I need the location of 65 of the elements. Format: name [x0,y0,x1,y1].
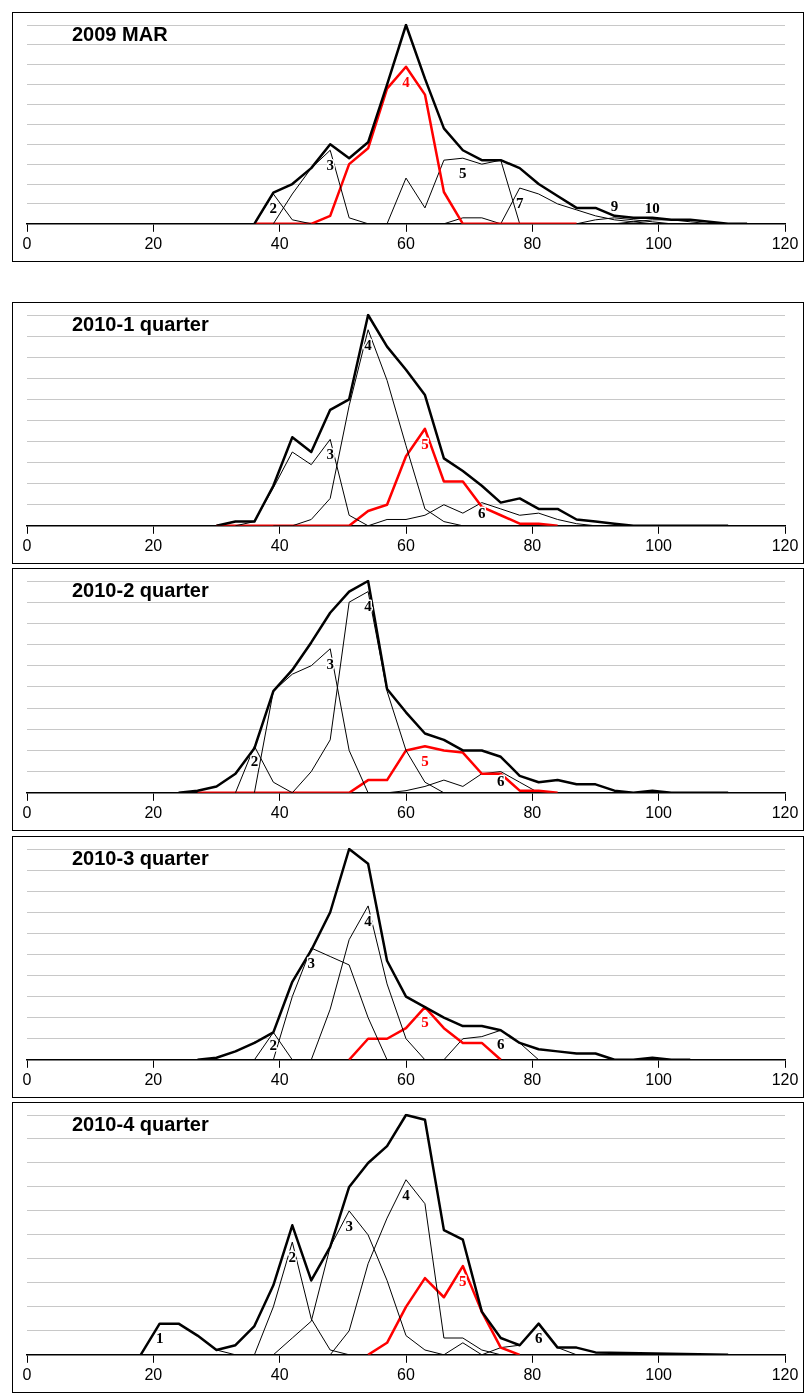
series-label: 4 [364,336,373,353]
series-label: 3 [326,446,334,463]
x-tick-label: 20 [144,1365,163,1383]
x-tick-label: 120 [771,1365,799,1383]
x-tick-label: 40 [270,234,289,252]
x-tick-label: 20 [144,1070,163,1088]
x-tick-label: 40 [270,536,289,554]
x-tick-label: 100 [645,536,673,554]
x-tick-label: 100 [645,234,673,252]
x-tick-label: 40 [270,803,289,821]
series-label: 6 [478,505,487,522]
x-tick-label: 80 [523,234,542,252]
chart-title: 2010-3 quarter [72,846,209,869]
chart-title: 2010-2 quarter [72,578,209,601]
x-tick-label: 0 [22,803,32,821]
x-tick-label: 0 [22,234,32,252]
series-label: 2 [288,1248,297,1265]
chart-title: 2010-4 quarter [72,1112,209,1135]
series-label: 5 [421,753,429,770]
series-label: 9 [610,197,619,214]
series-label: 5 [421,435,429,452]
x-tick-label: 100 [645,1365,673,1383]
series-label: 5 [459,165,467,182]
x-tick-label: 80 [523,1070,542,1088]
series-label: 6 [534,1330,543,1347]
x-tick-label: 0 [22,1365,32,1383]
x-tick-label: 40 [270,1365,289,1383]
chart-title: 2009 MAR [72,22,169,45]
x-tick-label: 60 [397,536,415,554]
x-tick-label: 80 [523,536,542,554]
series-label: 3 [326,157,334,174]
x-tick-label: 0 [22,536,32,554]
series-label: 10 [644,199,660,216]
x-tick-label: 80 [523,803,542,821]
series-label: 6 [497,773,505,790]
series-label: 2 [269,199,278,216]
series-label: 4 [364,912,373,929]
x-tick-label: 120 [771,1070,799,1088]
x-tick-label: 120 [771,536,799,554]
x-tick-label: 120 [771,234,799,252]
series-label: 3 [345,1217,353,1234]
x-tick-label: 120 [771,803,799,821]
x-tick-label: 60 [397,803,415,821]
x-tick-label: 100 [645,1070,673,1088]
chart-title: 2010-1 quarter [72,312,209,335]
x-tick-label: 60 [397,1070,415,1088]
series-label: 4 [402,1186,411,1203]
series-label: 6 [497,1035,505,1052]
x-tick-label: 80 [523,1365,542,1383]
x-tick-label: 20 [144,234,163,252]
series-label: 2 [269,1036,278,1053]
x-tick-label: 60 [397,234,415,252]
series-label: 1 [155,1330,164,1347]
x-tick-label: 60 [397,1365,415,1383]
x-tick-label: 0 [22,1070,32,1088]
series-label: 4 [402,73,411,90]
series-label: 7 [515,194,524,211]
x-tick-label: 100 [645,803,673,821]
series-label: 2 [250,753,259,770]
x-tick-label: 20 [144,536,163,554]
x-tick-label: 40 [270,1070,289,1088]
x-tick-label: 20 [144,803,163,821]
series-label: 3 [307,954,315,971]
series-label: 5 [421,1013,429,1030]
series-label: 5 [459,1272,467,1289]
